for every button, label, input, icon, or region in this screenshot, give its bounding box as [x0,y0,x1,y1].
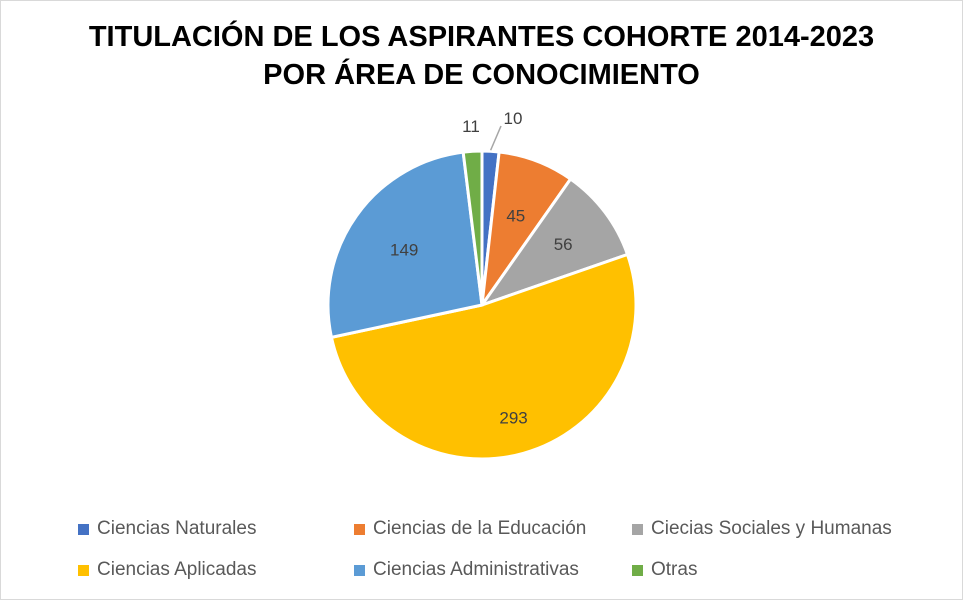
legend-swatch-ciencias-de-la-educacion [354,523,365,535]
legend-label-ciecias-sociales-y-humanas: Ciecias Sociales y Humanas [651,518,892,539]
legend-item-otras: Otras [632,559,697,581]
chart-title-line-2: POR ÁREA DE CONOCIMIENTO [263,59,700,91]
chart-title-line-1: TITULACIÓN DE LOS ASPIRANTES COHORTE 201… [88,21,875,53]
legend-item-ciencias-de-la-educacion: Ciencias de la Educación [354,518,586,540]
data-label-ciencias-naturales: 10 [504,109,523,128]
legend-label-ciencias-de-la-educacion: Ciencias de la Educación [373,518,587,539]
legend-item-ciencias-aplicadas: Ciencias Aplicadas [78,559,256,581]
legend-swatch-ciecias-sociales-y-humanas [632,523,643,535]
leader-line-ciencias-naturales [489,125,502,151]
legend-item-ciencias-administrativas: Ciencias Administrativas [354,559,579,581]
data-label-ciecias-sociales-y-humanas: 56 [554,235,573,254]
data-label-ciencias-de-la-educacion: 45 [506,207,525,226]
legend-label-ciencias-aplicadas: Ciencias Aplicadas [97,559,257,580]
pie-slice-otras [461,149,484,306]
pie-slice-ciencias-administrativas [326,150,484,340]
data-label-ciencias-administrativas: 149 [390,241,418,260]
legend-swatch-ciencias-administrativas [354,564,365,576]
chart-title: TITULACIÓN DE LOS ASPIRANTES COHORTE 201… [0,18,963,94]
legend-swatch-otras [632,564,643,576]
legend-swatch-ciencias-naturales [78,523,89,535]
legend-label-otras: Otras [651,559,698,580]
legend-item-ciencias-naturales: Ciencias Naturales [78,518,256,540]
legend-swatch-ciencias-aplicadas [78,564,89,576]
pie-slice-ciencias-aplicadas [329,252,638,461]
legend-item-ciecias-sociales-y-humanas: Ciecias Sociales y Humanas [632,518,892,540]
pie-slice-ciecias-sociales-y-humanas [478,176,630,308]
data-label-otras: 11 [462,117,480,136]
legend-label-ciencias-naturales: Ciencias Naturales [97,518,257,539]
legend-label-ciencias-administrativas: Ciencias Administrativas [373,559,579,580]
data-label-ciencias-aplicadas: 293 [499,409,527,428]
